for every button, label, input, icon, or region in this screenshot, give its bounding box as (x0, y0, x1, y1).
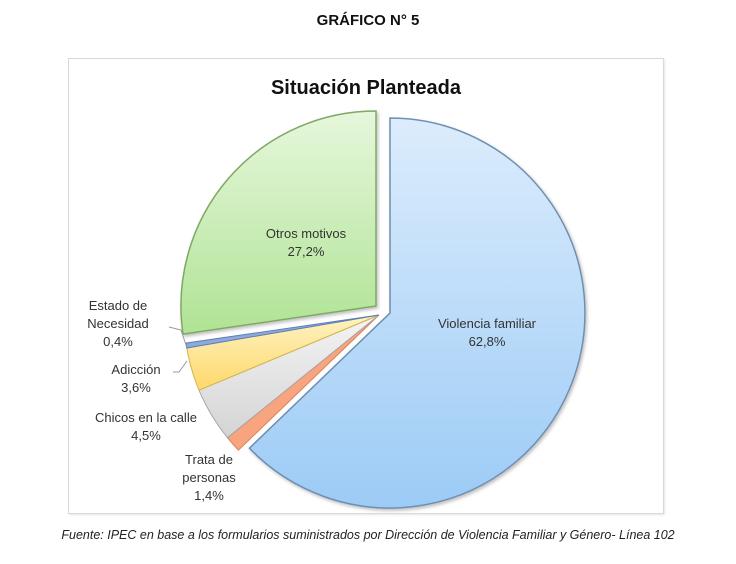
label-name: Violencia familiar (437, 316, 537, 331)
label-name: Chicos en la calle (95, 410, 197, 425)
chart-title: Situación Planteada (270, 77, 462, 99)
source-note: Fuente: IPEC en base a los formularios s… (61, 528, 675, 542)
label-name-line2: Necesidad (87, 316, 149, 331)
label-otros-motivos: Otros motivos 27,2% (241, 225, 371, 261)
slice-estado-de-necesidad (185, 314, 380, 349)
slice-violencia-familiar (248, 117, 586, 509)
label-value: 27,2% (287, 244, 325, 259)
label-value: 1,4% (194, 488, 224, 503)
leader-line-adiccion (173, 360, 188, 373)
slice-otros-motivos (180, 110, 377, 335)
label-chicos-en-la-calle: Chicos en la calle 4,5% (81, 409, 211, 445)
label-name: Otros motivos (265, 226, 347, 241)
label-value: 62,8% (468, 334, 506, 349)
label-value: 0,4% (103, 334, 133, 349)
label-adiccion: Adicción 3,6% (99, 361, 173, 397)
label-value: 4,5% (131, 428, 161, 443)
label-estado-de-necesidad: Estado de Necesidad 0,4% (73, 297, 163, 351)
label-name-line2: personas (182, 470, 236, 485)
label-name: Adicción (111, 362, 161, 377)
label-value: 3,6% (121, 380, 151, 395)
pie-chart (168, 110, 586, 509)
label-trata-de-personas: Trata de personas 1,4% (169, 451, 249, 505)
figure-caption: GRÁFICO N° 5 (316, 12, 420, 29)
label-name-line1: Estado de (88, 298, 148, 313)
chart-area: Situación Planteada (68, 58, 664, 514)
leader-line-estado (168, 326, 187, 346)
label-name-line1: Trata de (185, 452, 233, 467)
label-violencia-familiar: Violencia familiar 62,8% (417, 315, 557, 351)
